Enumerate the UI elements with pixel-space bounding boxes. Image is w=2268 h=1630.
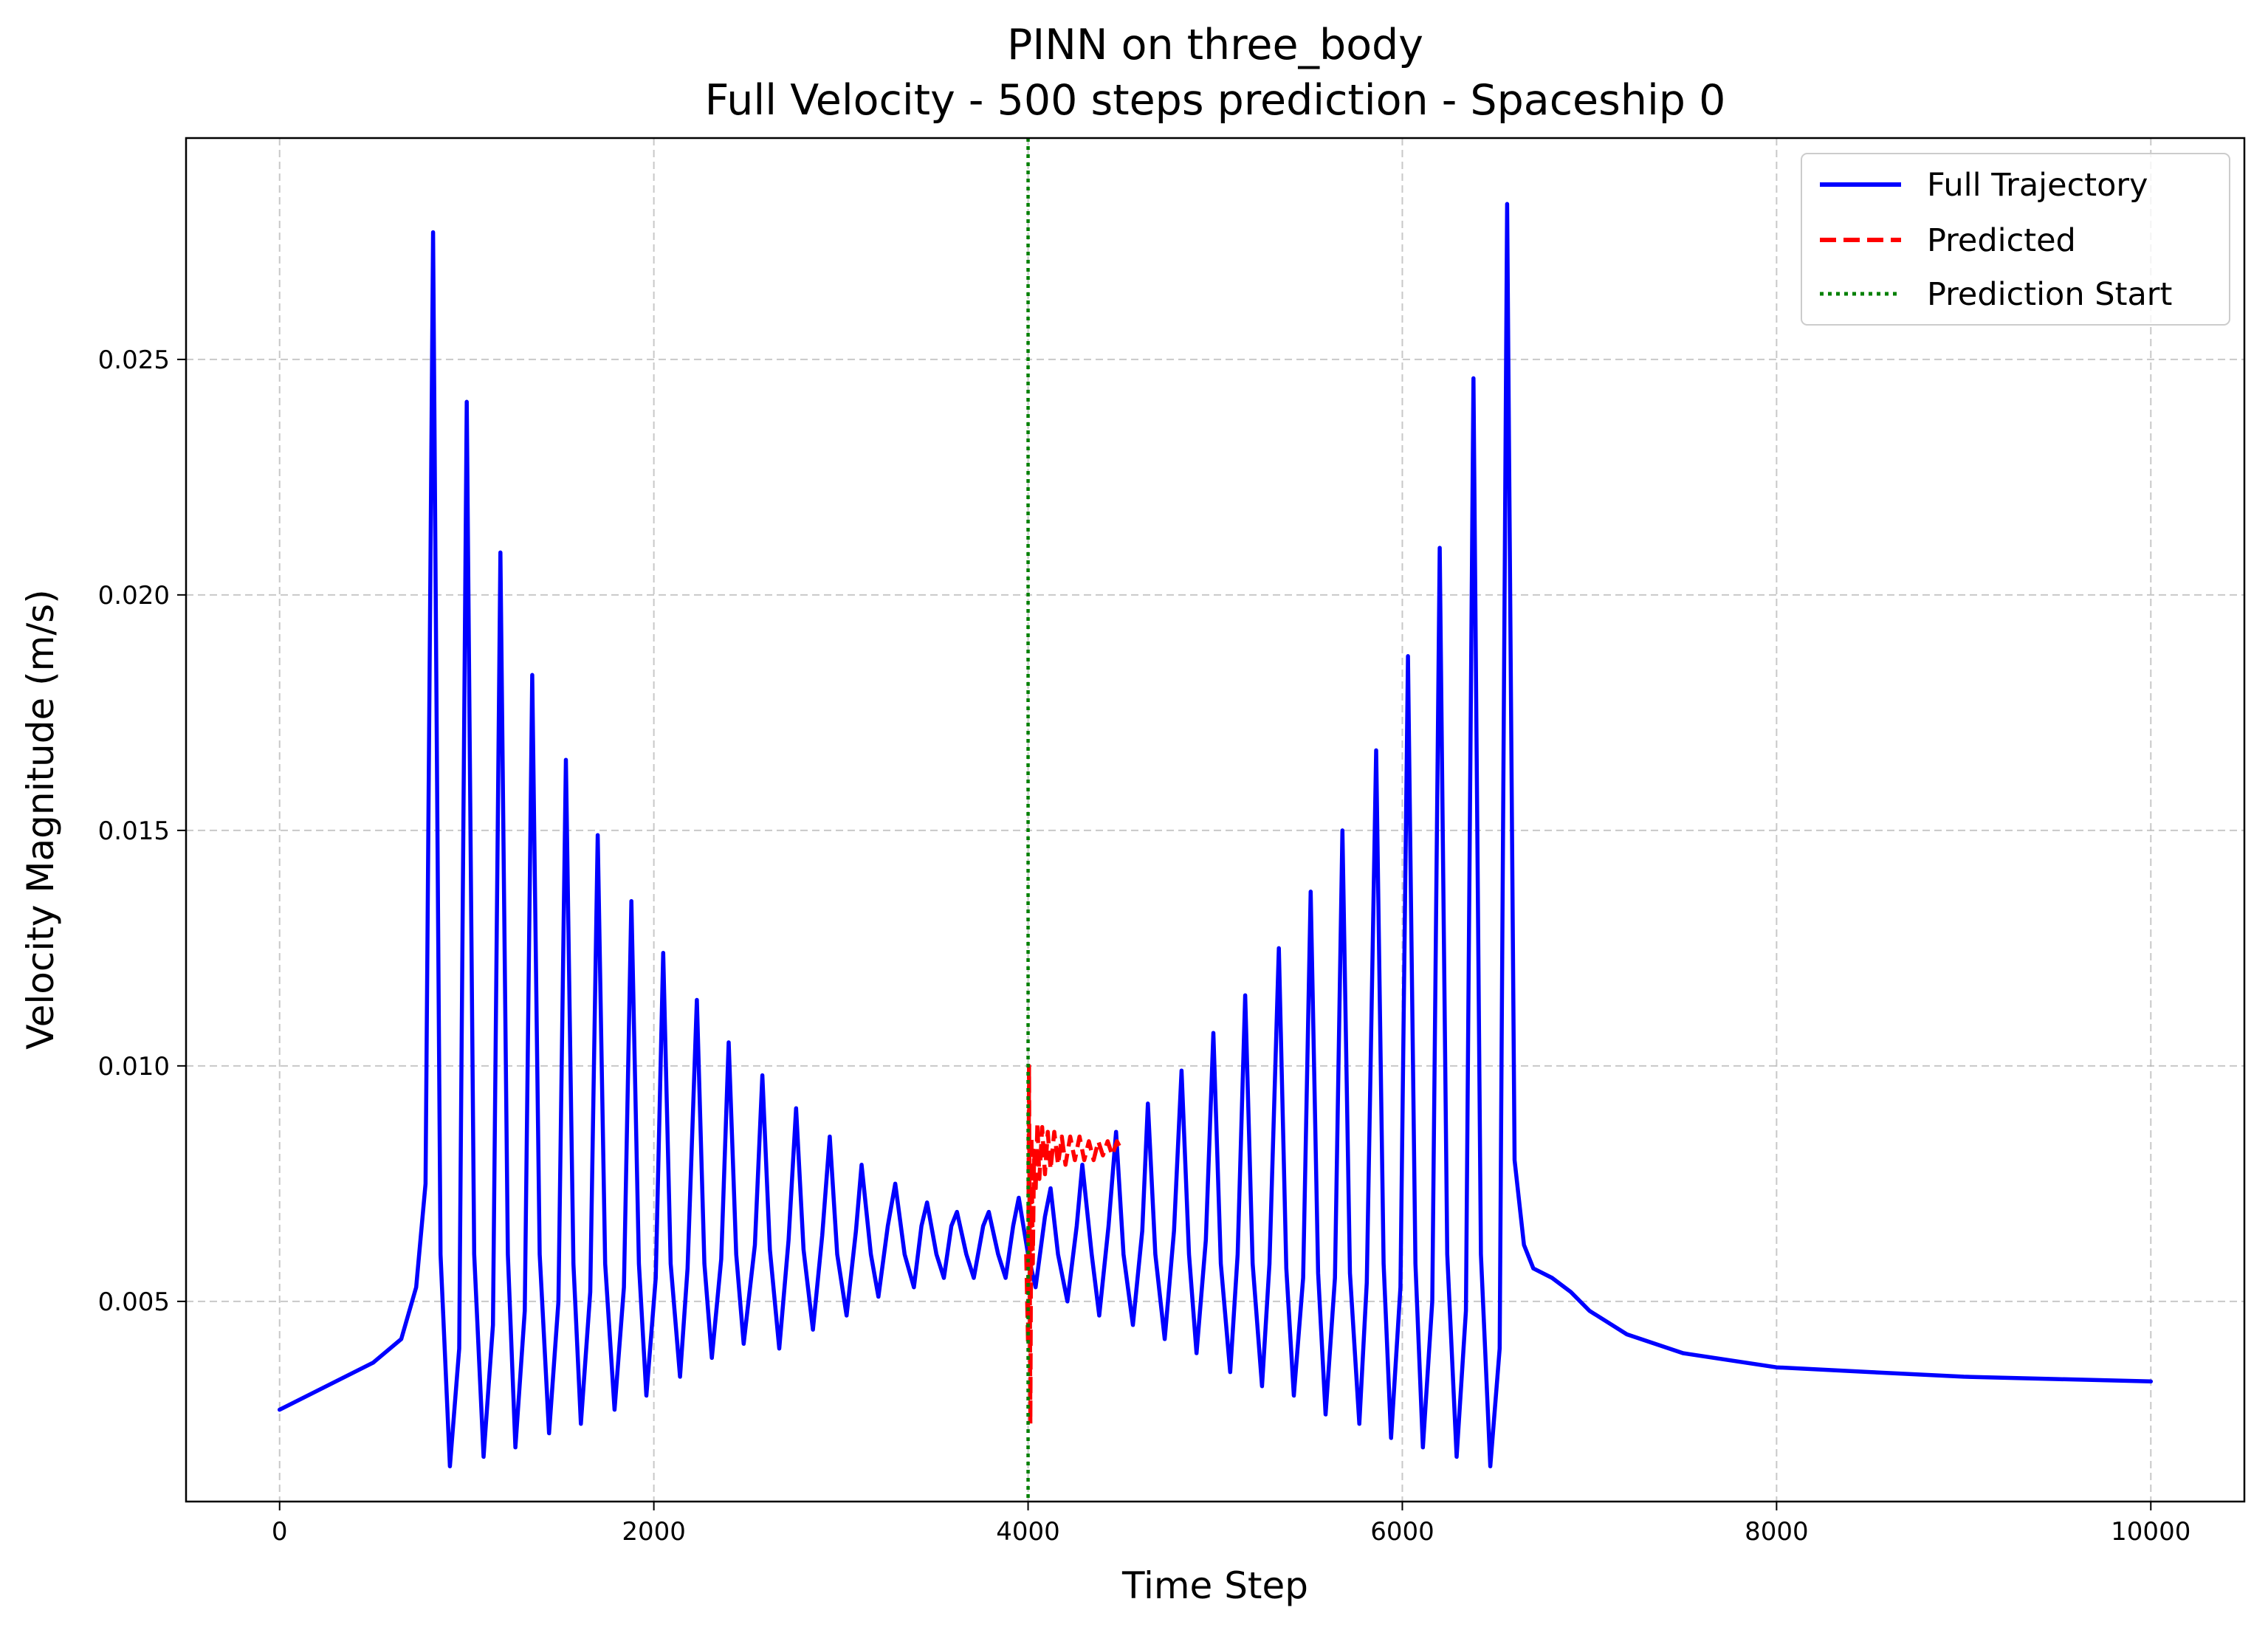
y-tick-label: 0.015 — [98, 816, 170, 846]
y-tick-label: 0.010 — [98, 1052, 170, 1081]
y-tick-label: 0.025 — [98, 345, 170, 375]
chart-title: PINN on three_body — [1007, 21, 1423, 69]
chart-subtitle: Full Velocity - 500 steps prediction - S… — [705, 76, 1726, 125]
x-tick-label: 6000 — [1370, 1517, 1434, 1547]
axis-ticks: 0 2000 4000 6000 8000 10000 0.005 0.010 0.015 0.0… — [98, 345, 2191, 1547]
legend-label-prediction-start: Prediction Start — [1927, 276, 2172, 313]
y-tick-label: 0.020 — [98, 581, 170, 611]
x-tick-label: 4000 — [996, 1517, 1060, 1547]
legend-label-predicted: Predicted — [1927, 222, 2076, 259]
x-axis-label: Time Step — [1121, 1564, 1308, 1607]
y-axis-label: Velocity Magnitude (m/s) — [19, 589, 62, 1049]
y-tick-label: 0.005 — [98, 1287, 170, 1317]
x-tick-label: 10000 — [2111, 1517, 2190, 1547]
plot-frame — [185, 137, 2246, 1503]
legend: Full Trajectory Predicted Prediction Sta… — [1801, 153, 2230, 326]
legend-box — [1801, 153, 2230, 326]
series-line-full-trajectory — [277, 202, 2154, 1468]
x-tick-label: 2000 — [622, 1517, 686, 1547]
x-tick-label: 8000 — [1745, 1517, 1809, 1547]
x-tick-label: 0 — [272, 1517, 288, 1547]
series-line-predicted — [1024, 1064, 1124, 1426]
legend-label-full-trajectory: Full Trajectory — [1927, 167, 2148, 204]
plot-area — [277, 138, 2154, 1502]
